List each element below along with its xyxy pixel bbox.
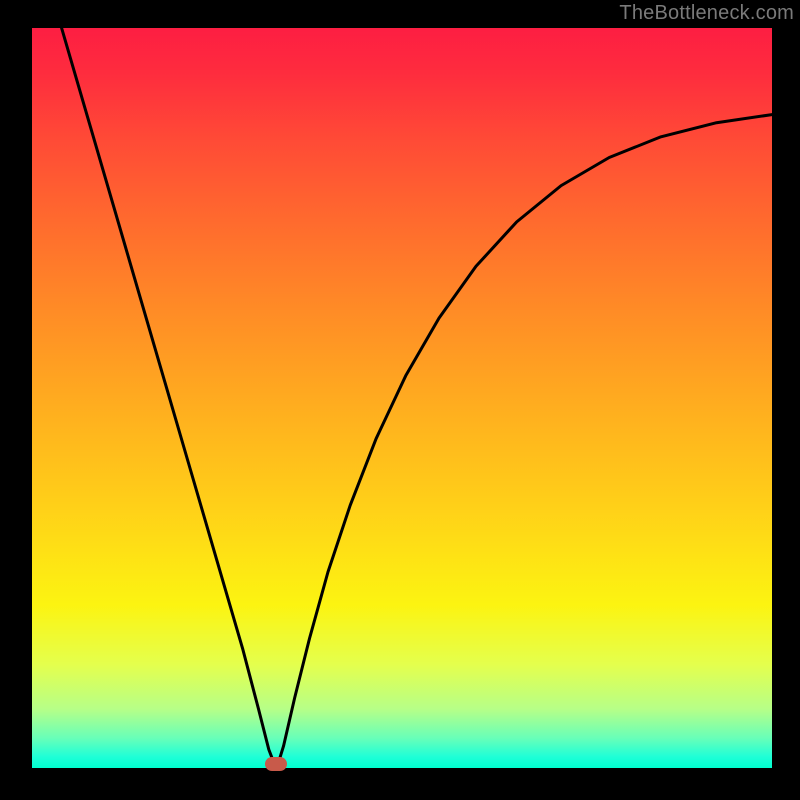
curve-svg bbox=[32, 28, 772, 768]
plot-area bbox=[32, 28, 772, 768]
watermark-text: TheBottleneck.com bbox=[619, 2, 794, 25]
minimum-marker bbox=[265, 757, 287, 771]
curve-left-branch bbox=[62, 28, 275, 765]
chart-frame: TheBottleneck.com bbox=[0, 0, 800, 800]
curve-right-branch bbox=[278, 115, 772, 765]
